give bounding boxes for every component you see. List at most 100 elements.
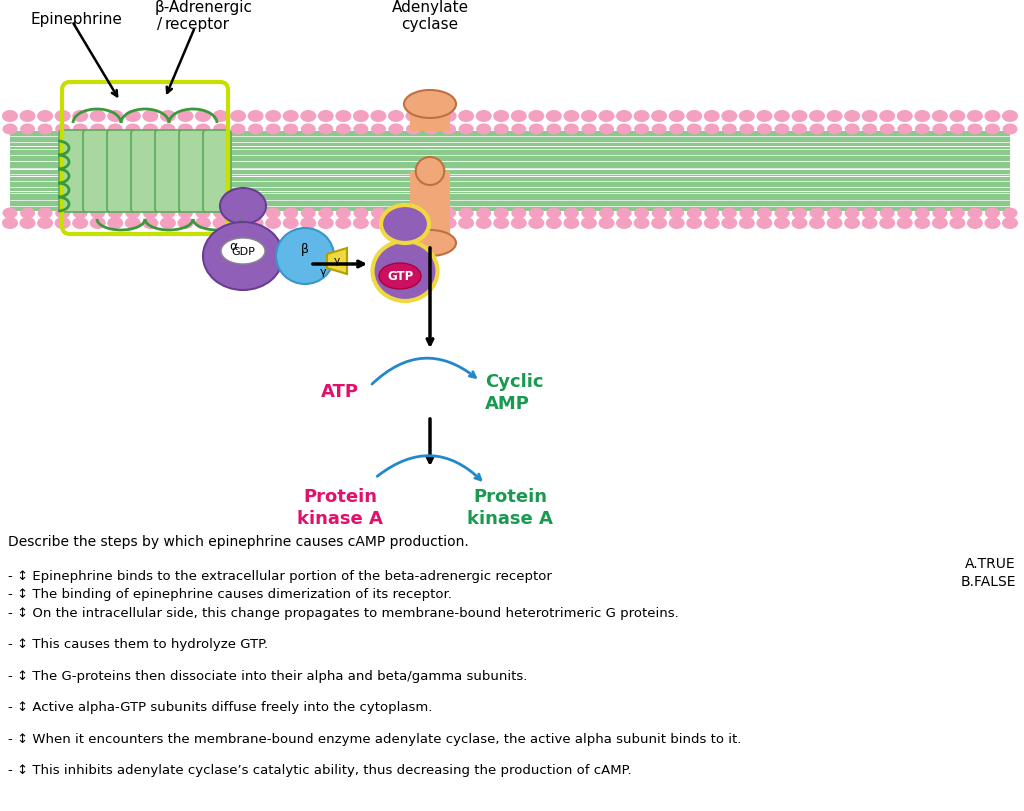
Ellipse shape: [914, 208, 930, 219]
Ellipse shape: [423, 217, 439, 230]
Text: β-Adrenergic: β-Adrenergic: [155, 0, 253, 15]
Ellipse shape: [914, 217, 930, 230]
Ellipse shape: [897, 124, 912, 135]
Ellipse shape: [108, 124, 123, 135]
Ellipse shape: [880, 208, 895, 219]
Ellipse shape: [230, 124, 246, 135]
Ellipse shape: [634, 208, 649, 219]
Text: AMP: AMP: [485, 394, 529, 413]
Ellipse shape: [897, 208, 912, 219]
Ellipse shape: [476, 124, 492, 135]
Ellipse shape: [494, 111, 509, 122]
Ellipse shape: [265, 124, 281, 135]
Ellipse shape: [547, 208, 561, 219]
Text: kinase A: kinase A: [467, 509, 553, 527]
Ellipse shape: [230, 217, 246, 230]
Ellipse shape: [476, 208, 492, 219]
Text: γ: γ: [321, 267, 327, 277]
Ellipse shape: [440, 111, 457, 122]
FancyBboxPatch shape: [179, 131, 207, 212]
Ellipse shape: [300, 111, 316, 122]
Text: ATP: ATP: [321, 383, 359, 401]
Bar: [10, 132, 1010, 212]
Ellipse shape: [914, 124, 930, 135]
Ellipse shape: [810, 208, 824, 219]
Ellipse shape: [563, 111, 580, 122]
Text: - ↕ When it encounters the membrane-bound enzyme adenylate cyclase, the active a: - ↕ When it encounters the membrane-boun…: [8, 732, 741, 744]
Ellipse shape: [404, 230, 456, 257]
Ellipse shape: [739, 124, 755, 135]
Ellipse shape: [196, 208, 211, 219]
Ellipse shape: [248, 124, 263, 135]
Ellipse shape: [616, 124, 632, 135]
Ellipse shape: [336, 124, 351, 135]
Ellipse shape: [90, 217, 105, 230]
Ellipse shape: [687, 124, 701, 135]
FancyBboxPatch shape: [155, 131, 183, 212]
Ellipse shape: [301, 208, 315, 219]
Ellipse shape: [844, 111, 860, 122]
Ellipse shape: [1002, 124, 1018, 135]
Ellipse shape: [318, 124, 333, 135]
Ellipse shape: [38, 208, 52, 219]
Ellipse shape: [757, 208, 772, 219]
Ellipse shape: [2, 124, 17, 135]
Ellipse shape: [125, 124, 140, 135]
Ellipse shape: [318, 208, 333, 219]
Ellipse shape: [774, 208, 790, 219]
Ellipse shape: [476, 217, 492, 230]
Ellipse shape: [416, 158, 444, 186]
FancyBboxPatch shape: [106, 131, 135, 212]
Ellipse shape: [265, 111, 282, 122]
Ellipse shape: [880, 124, 895, 135]
Ellipse shape: [949, 217, 966, 230]
Ellipse shape: [37, 111, 53, 122]
Ellipse shape: [440, 217, 457, 230]
Ellipse shape: [774, 111, 790, 122]
Ellipse shape: [528, 208, 544, 219]
Ellipse shape: [371, 124, 386, 135]
Ellipse shape: [248, 217, 263, 230]
Ellipse shape: [651, 217, 667, 230]
Ellipse shape: [669, 111, 685, 122]
Ellipse shape: [1002, 217, 1018, 230]
Text: /: /: [157, 17, 162, 32]
Ellipse shape: [721, 217, 737, 230]
Ellipse shape: [195, 111, 211, 122]
Ellipse shape: [160, 111, 176, 122]
Ellipse shape: [379, 264, 421, 290]
Ellipse shape: [20, 124, 35, 135]
Ellipse shape: [967, 217, 983, 230]
Ellipse shape: [203, 223, 283, 290]
Ellipse shape: [547, 124, 561, 135]
Ellipse shape: [809, 111, 825, 122]
Text: - ↕ The binding of epinephrine causes dimerization of its receptor.: - ↕ The binding of epinephrine causes di…: [8, 588, 452, 601]
Ellipse shape: [388, 124, 403, 135]
Ellipse shape: [968, 208, 982, 219]
Polygon shape: [327, 249, 347, 275]
Ellipse shape: [73, 208, 88, 219]
Ellipse shape: [19, 111, 36, 122]
Ellipse shape: [511, 208, 526, 219]
Ellipse shape: [213, 124, 228, 135]
Ellipse shape: [722, 208, 737, 219]
Ellipse shape: [686, 111, 702, 122]
FancyBboxPatch shape: [83, 131, 111, 212]
Ellipse shape: [388, 111, 403, 122]
Ellipse shape: [125, 208, 140, 219]
Ellipse shape: [950, 208, 965, 219]
Ellipse shape: [792, 124, 807, 135]
Ellipse shape: [458, 111, 474, 122]
Ellipse shape: [528, 111, 545, 122]
Ellipse shape: [880, 217, 895, 230]
Text: - ↕ This inhibits adenylate cyclase’s catalytic ability, thus decreasing the pro: - ↕ This inhibits adenylate cyclase’s ca…: [8, 763, 632, 776]
Text: B.FALSE: B.FALSE: [961, 574, 1016, 588]
Ellipse shape: [19, 217, 36, 230]
Ellipse shape: [353, 208, 369, 219]
Bar: [411, 212, 450, 243]
Ellipse shape: [564, 124, 579, 135]
Ellipse shape: [598, 111, 614, 122]
Text: Protein: Protein: [473, 487, 547, 505]
Ellipse shape: [335, 217, 351, 230]
Ellipse shape: [90, 111, 105, 122]
